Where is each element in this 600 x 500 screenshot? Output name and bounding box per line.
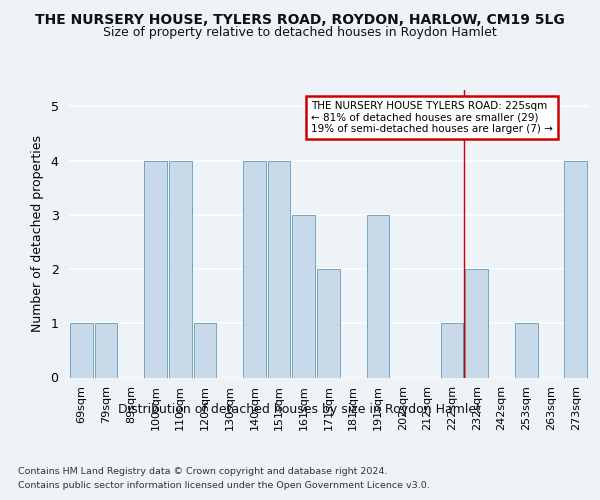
Text: Contains public sector information licensed under the Open Government Licence v3: Contains public sector information licen…: [18, 481, 430, 490]
Bar: [515, 324, 538, 378]
Bar: [441, 324, 463, 378]
Text: Distribution of detached houses by size in Roydon Hamlet: Distribution of detached houses by size …: [119, 402, 482, 415]
Bar: [367, 215, 389, 378]
Bar: [268, 160, 290, 378]
Bar: [70, 324, 93, 378]
Bar: [317, 269, 340, 378]
Y-axis label: Number of detached properties: Number of detached properties: [31, 135, 44, 332]
Bar: [243, 160, 266, 378]
Bar: [144, 160, 167, 378]
Text: THE NURSERY HOUSE, TYLERS ROAD, ROYDON, HARLOW, CM19 5LG: THE NURSERY HOUSE, TYLERS ROAD, ROYDON, …: [35, 12, 565, 26]
Bar: [194, 324, 216, 378]
Bar: [169, 160, 191, 378]
Text: Size of property relative to detached houses in Roydon Hamlet: Size of property relative to detached ho…: [103, 26, 497, 39]
Bar: [564, 160, 587, 378]
Text: THE NURSERY HOUSE TYLERS ROAD: 225sqm
← 81% of detached houses are smaller (29)
: THE NURSERY HOUSE TYLERS ROAD: 225sqm ← …: [311, 101, 553, 134]
Bar: [466, 269, 488, 378]
Bar: [95, 324, 118, 378]
Bar: [292, 215, 315, 378]
Text: Contains HM Land Registry data © Crown copyright and database right 2024.: Contains HM Land Registry data © Crown c…: [18, 468, 388, 476]
